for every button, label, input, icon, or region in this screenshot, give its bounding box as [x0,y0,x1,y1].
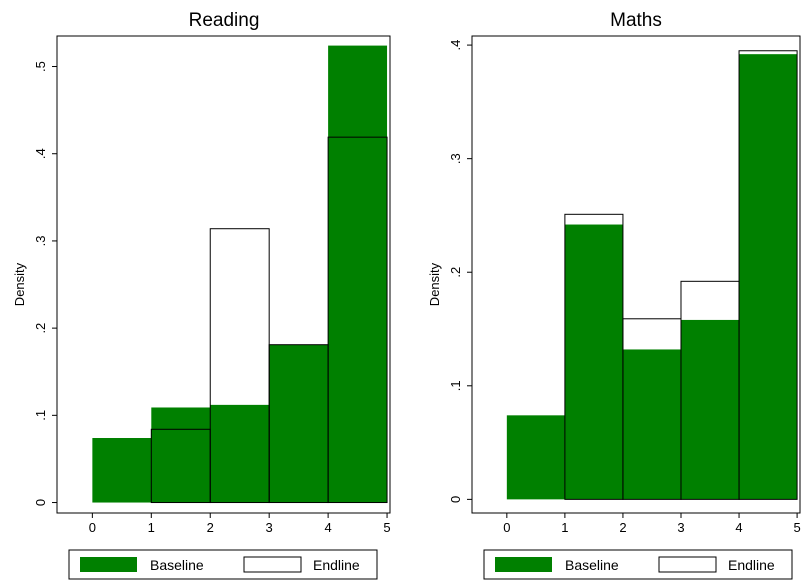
maths-legend-endline-label: Endline [728,557,775,573]
maths-y-axis-label: Density [427,262,442,306]
maths-baseline-bar-2 [622,349,681,500]
reading-legend: Baseline Endline [68,549,378,580]
maths-ytick-label-2: .2 [448,267,463,278]
maths-legend: Baseline Endline [483,549,793,580]
reading-xtick-label-5: 5 [383,520,390,535]
reading-ytick-label-2: .2 [33,323,48,334]
maths-xtick-label-5: 5 [793,520,800,535]
reading-legend-endline-swatch [243,556,302,573]
reading-ytick-label-3: .3 [33,236,48,247]
maths-ytick-label-0: 0 [448,496,463,503]
maths-endline-bar-4 [738,50,798,500]
maths-xtick-label-2: 2 [619,520,626,535]
reading-y-axis-label: Density [12,262,27,306]
maths-legend-endline-swatch [658,556,717,573]
reading-xtick-label-2: 2 [207,520,214,535]
maths-legend-baseline-label: Baseline [565,557,619,573]
reading-baseline-bar-1 [151,407,211,503]
maths-chart-title: Maths [610,10,662,31]
reading-panel: Reading 0 .1 .2 .3 .4 .5 0 1 2 3 4 5 Density Baseline E… [12,10,391,580]
maths-legend-baseline-swatch [495,557,552,572]
reading-ytick-label-1: .1 [33,410,48,421]
maths-xtick-label-1: 1 [561,520,568,535]
maths-ytick-label-4: .4 [448,40,463,51]
reading-legend-baseline-label: Baseline [150,557,204,573]
reading-baseline-bar-4 [328,45,388,503]
maths-baseline-bar-4 [739,54,798,500]
reading-legend-endline-label: Endline [313,557,360,573]
maths-panel: Maths 0 .1 .2 .3 .4 0 1 2 3 4 5 Density Baseline Endli… [427,10,801,580]
maths-plot-frame [471,35,801,514]
reading-legend-box [68,549,378,580]
reading-ytick-label-0: 0 [33,499,48,506]
reading-baseline-bar-0 [92,438,152,503]
reading-xtick-label-1: 1 [148,520,155,535]
reading-ytick-label-5: .5 [33,61,48,72]
reading-endline-bar-4 [327,136,388,504]
maths-ytick-label-3: .3 [448,153,463,164]
maths-xtick-label-4: 4 [735,520,742,535]
reading-chart-title: Reading [189,10,260,31]
maths-baseline-bar-1 [564,224,623,500]
maths-baseline-bar-0 [506,415,565,500]
reading-baseline-bar-3 [269,344,329,503]
reading-plot-frame [56,35,391,514]
reading-xtick-label-0: 0 [89,520,96,535]
reading-xtick-label-4: 4 [324,520,331,535]
maths-xtick-label-0: 0 [503,520,510,535]
reading-baseline-bar-2 [210,404,270,503]
reading-legend-baseline-swatch [80,557,137,572]
maths-xtick-label-3: 3 [677,520,684,535]
maths-ytick-label-1: .1 [448,380,463,391]
maths-baseline-bar-3 [680,319,740,500]
reading-ytick-label-4: .4 [33,148,48,159]
reading-xtick-label-3: 3 [266,520,273,535]
